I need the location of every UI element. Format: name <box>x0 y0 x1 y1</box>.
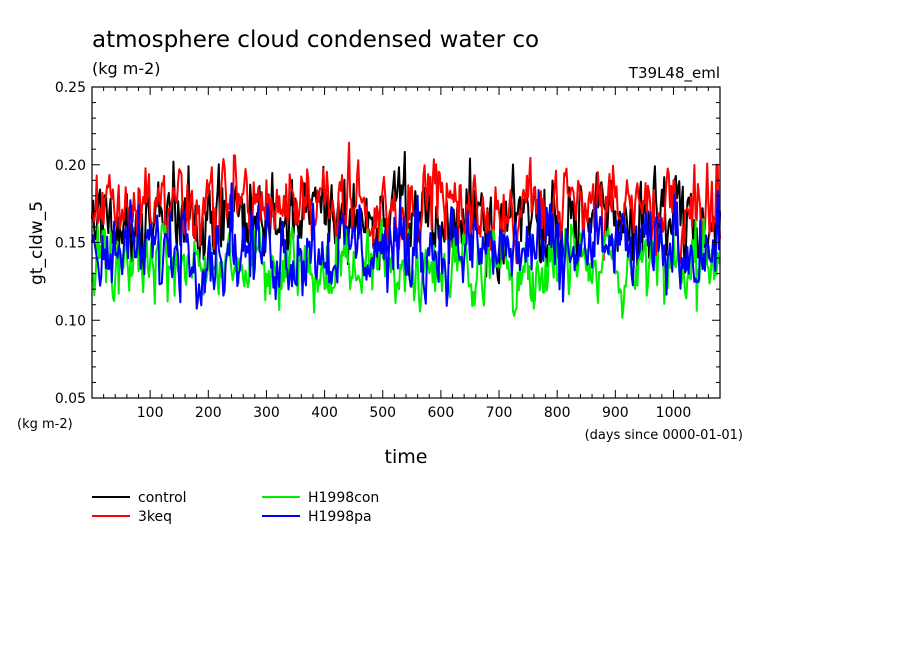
x-axis-label: time <box>385 446 428 468</box>
y-tick-label: 0.15 <box>55 236 86 252</box>
y-tick-label: 0.20 <box>55 158 86 174</box>
x-tick-label: 800 <box>544 405 571 421</box>
legend-label-H1998pa: H1998pa <box>308 509 372 525</box>
x-tick-label: 300 <box>253 405 280 421</box>
chart-subtitle: (kg m-2) <box>92 59 161 78</box>
x-tick-label: 900 <box>602 405 629 421</box>
x-tick-label: 600 <box>428 405 455 421</box>
x-tick-label: 700 <box>486 405 513 421</box>
y-axis-label: gt_cldw_5 <box>27 201 47 285</box>
series-layer <box>91 141 721 319</box>
legend-label-H1998con: H1998con <box>308 490 379 506</box>
run-label: T39L48_eml <box>628 64 720 83</box>
chart-title: atmosphere cloud condensed water co <box>92 27 539 53</box>
legend-label-control: control <box>138 490 187 506</box>
y-tick-label: 0.25 <box>55 80 86 96</box>
legend: control 3keq H1998con H1998pa <box>92 490 379 525</box>
series-line-H1998pa <box>91 182 721 310</box>
axes-layer: 100 200 300 400 500 600 700 800 900 1000 0.05 0.10 0… <box>55 80 721 421</box>
x-axis-unit: (days since 0000-01-01) <box>585 428 743 443</box>
x-tick-label: 400 <box>311 405 338 421</box>
legend-label-3keq: 3keq <box>138 509 172 525</box>
x-tick-label: 1000 <box>656 405 692 421</box>
y-axis-unit: (kg m-2) <box>17 417 73 432</box>
x-tick-label: 500 <box>369 405 396 421</box>
x-tick-label: 100 <box>137 405 164 421</box>
y-tick-label: 0.05 <box>55 391 86 407</box>
y-tick-label: 0.10 <box>55 313 86 329</box>
x-tick-label: 200 <box>195 405 222 421</box>
